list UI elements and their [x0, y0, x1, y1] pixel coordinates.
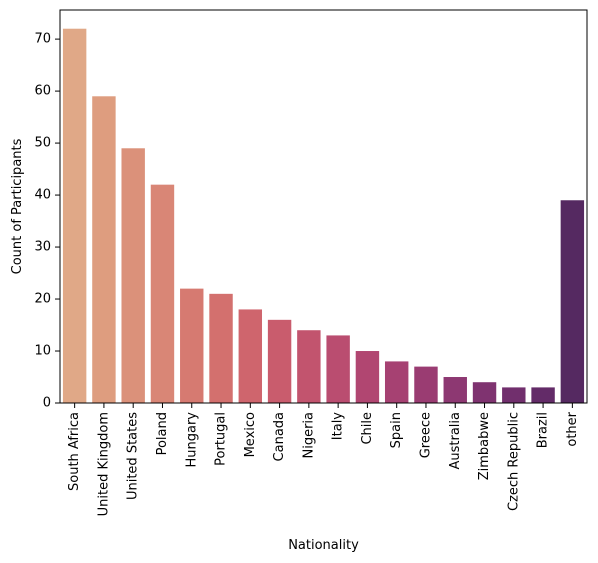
bar-italy — [326, 335, 350, 403]
x-tick-label: other — [565, 411, 580, 446]
x-tick-label: Nigeria — [301, 412, 316, 459]
y-axis-title: Count of Participants — [10, 138, 25, 274]
y-tick-label: 50 — [34, 136, 51, 151]
bar-spain — [384, 361, 409, 403]
x-tick-label: United States — [126, 412, 141, 500]
bar-hungary — [180, 288, 204, 403]
bar-south-africa — [62, 28, 87, 404]
bar-other — [560, 200, 585, 403]
bar-nigeria — [297, 330, 321, 403]
bar-mexico — [238, 309, 263, 403]
plot-frame — [59, 9, 588, 404]
y-tick-label: 40 — [34, 188, 51, 203]
x-tick-label: Zimbabwe — [477, 412, 492, 480]
x-tick-label: Poland — [155, 412, 170, 455]
bar-canada — [267, 319, 292, 403]
bars-group — [62, 28, 585, 404]
y-axis-ticks: 0 10 20 30 40 50 60 70 — [34, 32, 60, 411]
y-tick-label: 60 — [34, 84, 51, 99]
x-tick-label: Spain — [389, 412, 404, 448]
bar-australia — [443, 377, 467, 403]
bar-poland — [150, 184, 175, 403]
x-tick-label: Brazil — [536, 412, 551, 448]
y-tick-label: 30 — [34, 240, 51, 255]
x-tick-label: South Africa — [67, 412, 82, 491]
x-axis-title: Nationality — [288, 538, 359, 553]
x-tick-label: Chile — [360, 412, 375, 445]
y-tick-label: 0 — [43, 396, 51, 411]
x-axis-ticks: South Africa United Kingdom United States P… — [67, 403, 580, 516]
y-tick-label: 70 — [34, 32, 51, 47]
x-tick-label: Portugal — [214, 412, 229, 466]
bar-greece — [414, 366, 438, 403]
bar-zimbabwe — [472, 382, 497, 403]
x-tick-label: United Kingdom — [96, 412, 111, 516]
x-tick-label: Greece — [418, 412, 433, 458]
bar-united-kingdom — [92, 96, 116, 403]
x-tick-label: Australia — [448, 412, 463, 470]
x-tick-label: Hungary — [184, 412, 199, 468]
y-tick-label: 10 — [34, 344, 51, 359]
x-tick-label: Italy — [331, 412, 346, 441]
x-tick-label: Czech Republic — [506, 412, 521, 511]
y-tick-label: 20 — [34, 292, 51, 307]
bar-united-states — [121, 148, 145, 403]
bar-portugal — [209, 293, 233, 403]
x-tick-label: Mexico — [243, 412, 258, 457]
bar-chile — [355, 351, 380, 403]
x-tick-label: Canada — [272, 412, 287, 461]
bar-czech-republic — [502, 387, 526, 403]
bar-brazil — [531, 387, 555, 403]
